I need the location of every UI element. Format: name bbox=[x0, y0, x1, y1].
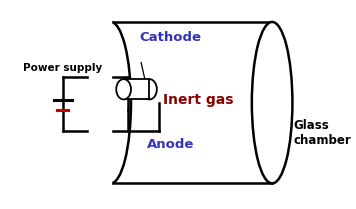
Ellipse shape bbox=[90, 22, 131, 183]
Text: Anode: Anode bbox=[147, 138, 194, 151]
Text: Power supply: Power supply bbox=[23, 63, 103, 73]
Text: Inert gas: Inert gas bbox=[163, 93, 234, 107]
Bar bbox=[89, 20, 111, 185]
Ellipse shape bbox=[142, 79, 157, 99]
Bar bbox=[124, 79, 150, 99]
Ellipse shape bbox=[116, 79, 131, 99]
Text: Glass
chamber: Glass chamber bbox=[293, 119, 351, 147]
Text: Cathode: Cathode bbox=[140, 31, 201, 44]
Ellipse shape bbox=[252, 22, 292, 183]
